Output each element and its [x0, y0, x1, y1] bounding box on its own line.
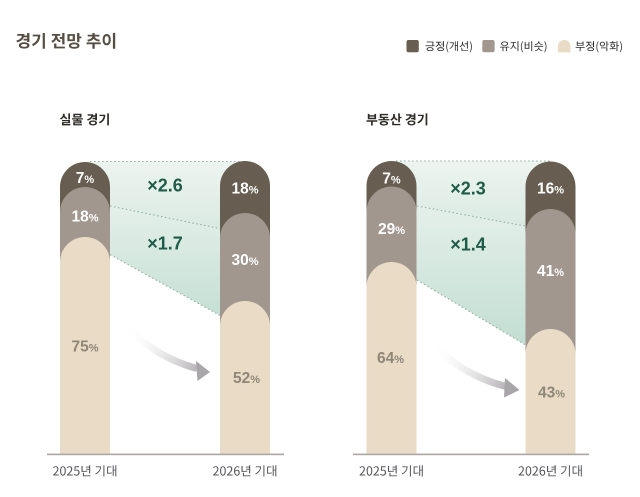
- svg-text:×2.3: ×2.3: [450, 179, 486, 199]
- svg-text:18%: 18%: [231, 181, 258, 198]
- svg-text:×1.4: ×1.4: [450, 235, 486, 255]
- svg-text:7%: 7%: [382, 171, 401, 188]
- svg-text:18%: 18%: [71, 209, 98, 226]
- svg-text:75%: 75%: [71, 339, 98, 356]
- svg-text:64%: 64%: [377, 350, 404, 367]
- svg-text:52%: 52%: [233, 370, 260, 387]
- svg-text:29%: 29%: [378, 221, 405, 238]
- svg-text:41%: 41%: [537, 263, 564, 280]
- svg-text:30%: 30%: [231, 252, 258, 269]
- svg-text:43%: 43%: [538, 385, 565, 402]
- svg-text:×2.6: ×2.6: [147, 176, 183, 196]
- svg-text:×1.7: ×1.7: [147, 234, 183, 254]
- svg-text:16%: 16%: [537, 181, 564, 198]
- svg-text:7%: 7%: [76, 170, 95, 187]
